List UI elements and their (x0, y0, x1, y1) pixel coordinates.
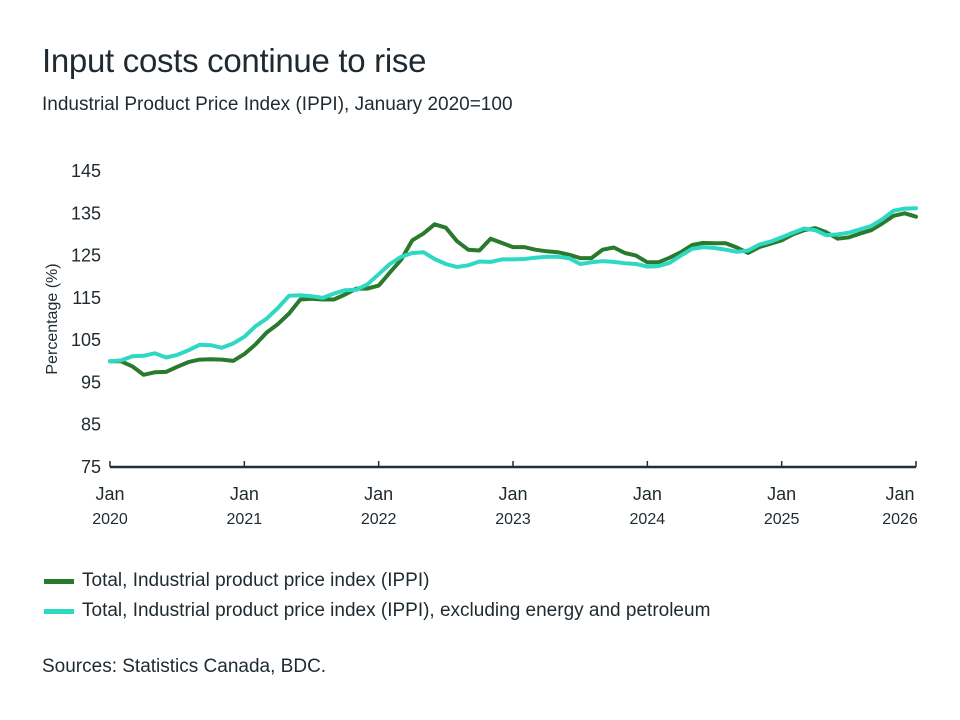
y-tick-label: 135 (71, 203, 101, 223)
series-line-ippi-ex-energy (108, 206, 918, 364)
legend-label-ippi-ex-energy: Total, Industrial product price index (I… (82, 600, 711, 621)
x-tick-year: 2026 (882, 511, 918, 528)
x-tick-month: Jan (767, 484, 796, 504)
x-tick-month: Jan (364, 484, 393, 504)
legend-label-ippi: Total, Industrial product price index (I… (82, 570, 430, 591)
x-tick-month: Jan (885, 484, 914, 504)
legend-item-ippi-ex-energy: Total, Industrial product price index (I… (44, 596, 710, 626)
y-tick-label: 75 (81, 457, 101, 477)
chart-subtitle: Industrial Product Price Index (IPPI), J… (42, 94, 513, 115)
x-tick-month: Jan (633, 484, 662, 504)
legend: Total, Industrial product price index (I… (44, 566, 710, 626)
source-note: Sources: Statistics Canada, BDC. (42, 656, 327, 677)
legend-item-ippi: Total, Industrial product price index (I… (44, 566, 710, 596)
x-tick-year: 2025 (764, 511, 800, 528)
chart-title: Input costs continue to rise (42, 42, 427, 79)
y-tick-label: 95 (81, 372, 101, 392)
y-axis-label: Percentage (%) (44, 263, 61, 374)
series-line-ippi (108, 211, 918, 377)
x-tick-year: 2021 (227, 511, 263, 528)
legend-swatch-ippi (44, 578, 74, 584)
x-tick-year: 2020 (92, 511, 128, 528)
y-tick-label: 125 (71, 246, 101, 266)
x-tick-year: 2024 (630, 511, 666, 528)
x-tick-month: Jan (230, 484, 259, 504)
x-tick-month: Jan (498, 484, 527, 504)
legend-swatch-ippi-ex-energy (44, 608, 74, 614)
x-tick-year: 2022 (361, 511, 397, 528)
y-tick-label: 145 (71, 161, 101, 181)
x-tick-month: Jan (95, 484, 124, 504)
y-tick-label: 105 (71, 330, 101, 350)
line-chart: 75 85 95 105 115 125 135 145 Percentage (%) Jan 20… (44, 161, 918, 528)
y-tick-label: 85 (81, 415, 101, 435)
y-tick-label: 115 (72, 288, 101, 308)
x-tick-year: 2023 (495, 511, 531, 528)
